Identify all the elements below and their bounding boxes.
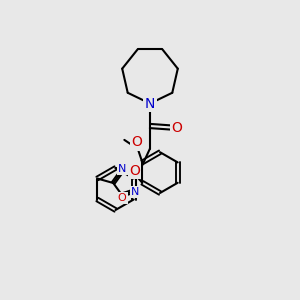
Text: O: O — [118, 193, 126, 203]
Text: O: O — [129, 164, 140, 178]
Text: N: N — [131, 187, 140, 197]
Text: N: N — [145, 97, 155, 110]
Text: O: O — [171, 121, 182, 134]
Text: N: N — [118, 164, 127, 174]
Text: O: O — [131, 135, 142, 149]
